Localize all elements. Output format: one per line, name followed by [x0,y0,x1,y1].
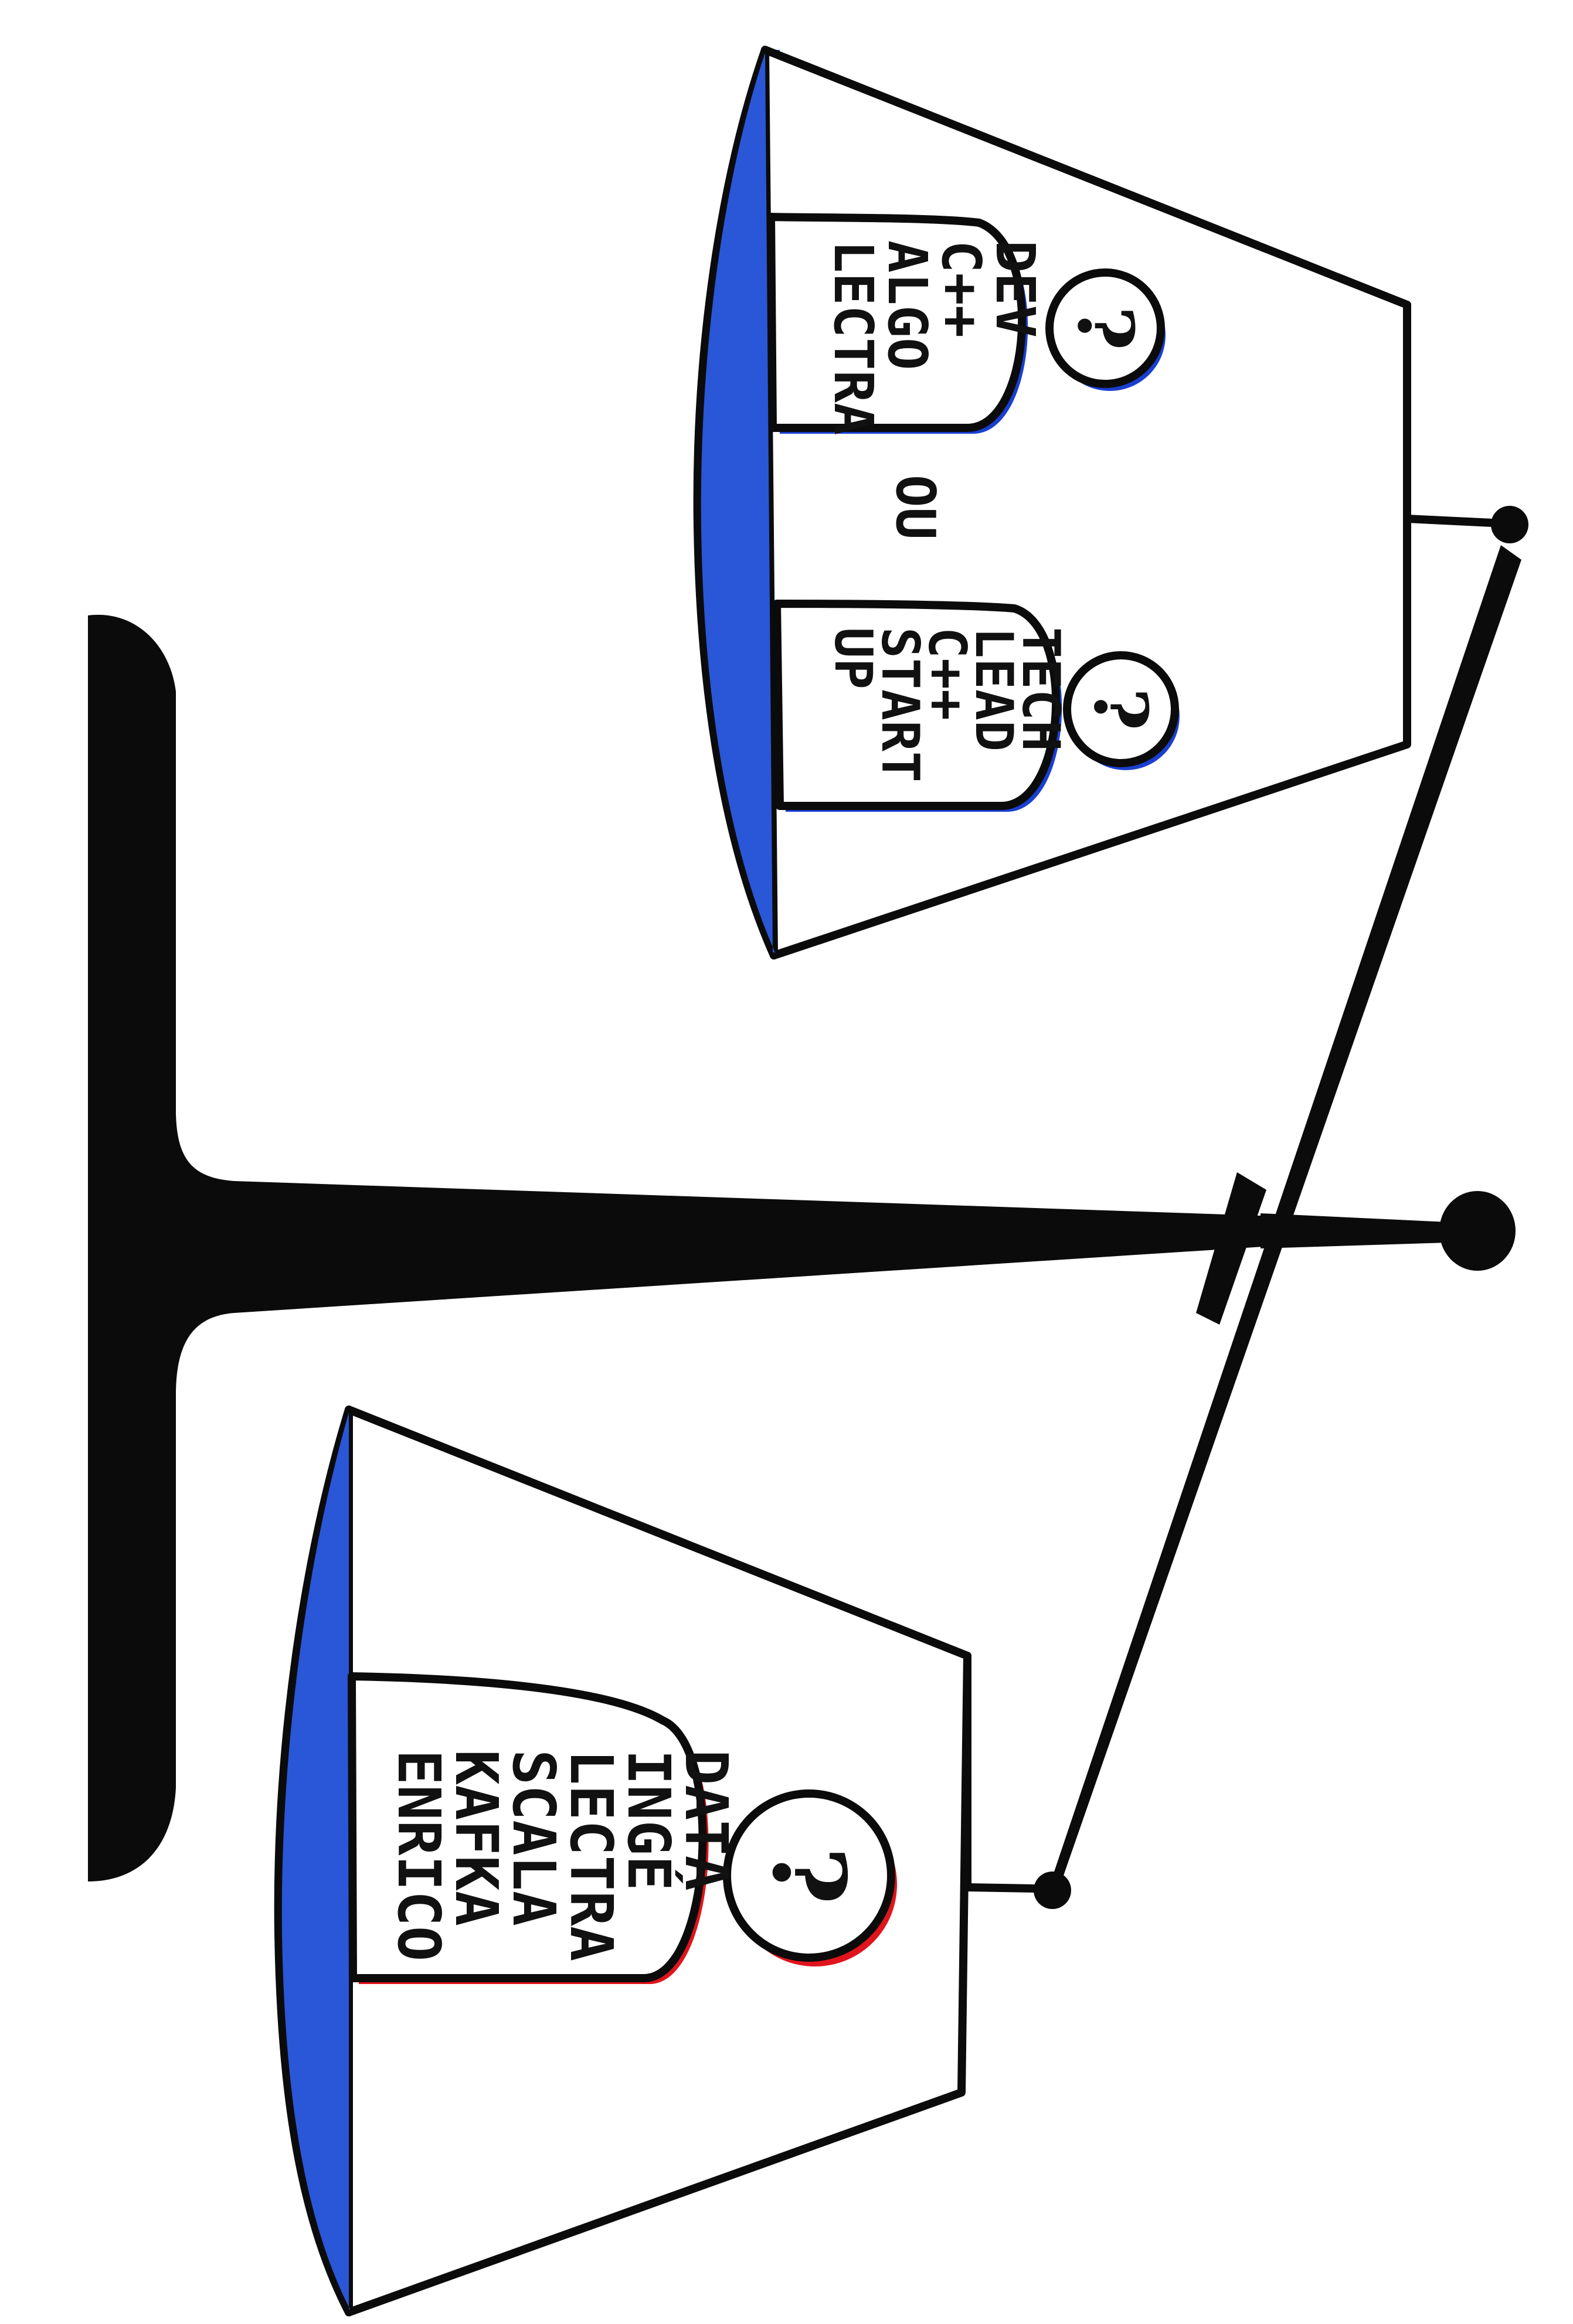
lower-pan-bowl-fill [281,1413,350,2309]
lower-beam-joint [1034,1872,1071,1909]
figure-body [773,600,1061,810]
figure-dev: ? DEV C++ ALGO LECTRA [767,213,1166,435]
label-line: C++ [930,240,993,338]
upper-pan-hook [1403,301,1496,527]
label-line: DATA [672,1750,740,1891]
lower-pan-hook [963,1652,1039,1893]
figure-label: DATA INGÉ LECTRA SCALA KAFKA ENRICO [385,1750,740,1961]
label-line: DEV [984,240,1047,338]
label-line: SCALA [500,1750,568,1926]
head-question-mark: ? [1061,306,1150,351]
question-head-icon [1045,268,1165,388]
label-line: KAFKA [442,1750,511,1926]
lower-pan-rim [274,1406,353,2316]
question-head-icon [723,1789,895,1962]
label-line: INGÉ [614,1750,683,1891]
scale-base [88,614,1281,1881]
separator-or: OU [884,475,947,540]
scale-pivot-knob [1439,1191,1516,1271]
label-line: LECTRA [557,1750,626,1961]
question-head-icon [1063,651,1179,767]
figure-body [348,1672,707,1982]
upper-pan: ? DEV C++ ALGO LECTRA OU ? TECH LEAD C++… [693,46,1411,959]
figure-data-engineer: ? DATA INGÉ LECTRA SCALA KAFKA ENRICO [348,1672,897,1984]
head-question-mark: ? [1078,688,1163,730]
upper-pan-outline [761,46,1411,959]
label-line: C++ [917,627,977,720]
figure-label: TECH LEAD C++ START UP [823,627,1071,782]
figure-tech-lead: ? TECH LEAD C++ START UP [773,600,1180,812]
figure-label: DEV C++ ALGO LECTRA [822,240,1047,435]
balance-beam-center [1196,1172,1266,1325]
upper-pan-rim [693,46,778,959]
figure-body [767,213,1027,432]
label-line: LEAD [964,627,1024,751]
scale-pivot-stem [1261,1213,1448,1248]
label-line: ENRICO [385,1750,453,1961]
lower-pan: ? DATA INGÉ LECTRA SCALA KAFKA ENRICO [274,1406,971,2316]
upper-pan-bowl-fill [701,53,775,952]
head-question-mark: ? [750,1846,867,1905]
label-line: START [870,627,930,782]
balance-beam [1047,545,1521,1899]
label-line: UP [823,627,884,689]
label-line: ALGO [876,240,939,370]
label-line: TECH [1011,627,1071,751]
label-line: LECTRA [822,240,885,435]
upper-beam-joint [1491,506,1528,543]
